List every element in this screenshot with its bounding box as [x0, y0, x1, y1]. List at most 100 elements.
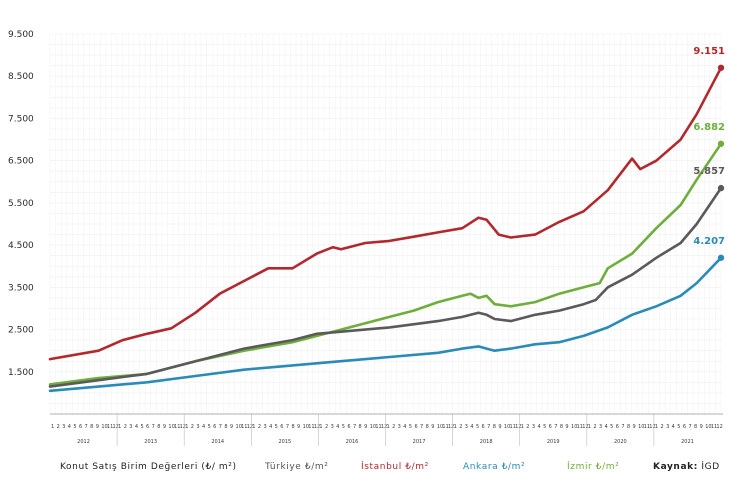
month-tick-label: 6 [549, 424, 552, 430]
month-tick-label: 12 [113, 424, 119, 430]
month-tick-label: 5 [140, 424, 143, 430]
month-tick-label: 2 [57, 424, 60, 430]
month-tick-label: 9 [565, 424, 568, 430]
month-tick-label: 9 [163, 424, 166, 430]
month-tick-label: 5 [476, 424, 479, 430]
month-tick-label: 4 [68, 424, 71, 430]
month-tick-label: 7 [286, 424, 289, 430]
month-tick-label: 10 [168, 424, 174, 430]
source-label: Kaynak: [653, 462, 698, 472]
month-tick-label: 11 [107, 424, 113, 430]
month-tick-label: 8 [157, 424, 160, 430]
month-tick-label: 8 [291, 424, 294, 430]
month-tick-label: 1 [185, 424, 188, 430]
year-label: 2018 [480, 439, 493, 445]
month-tick-label: 11 [577, 424, 583, 430]
month-tick-label: 11 [644, 424, 650, 430]
month-tick-label: 3 [599, 424, 602, 430]
month-tick-label: 10 [437, 424, 443, 430]
month-tick-label: 6 [616, 424, 619, 430]
month-tick-label: 8 [694, 424, 697, 430]
month-tick-label: 4 [470, 424, 473, 430]
y-tick-label: 1.500 [8, 368, 34, 378]
month-tick-label: 2 [191, 424, 194, 430]
month-tick-label: 8 [426, 424, 429, 430]
month-tick-label: 2 [325, 424, 328, 430]
month-tick-label: 3 [398, 424, 401, 430]
month-tick-label: 7 [353, 424, 356, 430]
year-label: 2019 [547, 439, 560, 445]
month-tick-label: 4 [605, 424, 608, 430]
legend-item-turkiye: Türkiye ₺/m² [265, 462, 329, 472]
month-tick-label: 3 [129, 424, 132, 430]
month-tick-label: 11 [510, 424, 516, 430]
grid [49, 33, 723, 415]
month-tick-label: 9 [230, 424, 233, 430]
month-tick-label: 3 [62, 424, 65, 430]
y-tick-label: 3.500 [8, 283, 34, 293]
month-tick-label: 7 [85, 424, 88, 430]
month-tick-label: 5 [409, 424, 412, 430]
month-tick-label: 3 [465, 424, 468, 430]
month-tick-label: 8 [493, 424, 496, 430]
month-tick-label: 4 [269, 424, 272, 430]
series-end-marker-3 [717, 254, 725, 261]
month-tick-label: 6 [79, 424, 82, 430]
month-tick-label: 10 [101, 424, 107, 430]
month-tick-label: 5 [342, 424, 345, 430]
month-tick-label: 11 [308, 424, 314, 430]
month-tick-label: 1 [454, 424, 457, 430]
source-value: İGD [701, 462, 720, 472]
month-tick-label: 3 [263, 424, 266, 430]
year-label: 2015 [278, 439, 291, 445]
year-label: 2014 [211, 439, 224, 445]
month-tick-label: 6 [347, 424, 350, 430]
month-tick-label: 3 [196, 424, 199, 430]
month-tick-label: 1 [118, 424, 121, 430]
month-tick-label: 5 [208, 424, 211, 430]
month-tick-label: 1 [252, 424, 255, 430]
month-tick-label: 9 [431, 424, 434, 430]
month-tick-label: 6 [280, 424, 283, 430]
month-tick-label: 11 [174, 424, 180, 430]
legend-title: Konut Satış Birim Değerleri (₺/ m²) [60, 462, 237, 472]
month-tick-label: 8 [359, 424, 362, 430]
y-tick-label: 9.500 [8, 30, 34, 40]
month-tick-label: 2 [526, 424, 529, 430]
month-tick-label: 1 [51, 424, 54, 430]
series-end-marker-0 [717, 64, 725, 71]
month-tick-label: 9 [297, 424, 300, 430]
month-tick-label: 7 [554, 424, 557, 430]
month-tick-label: 12 [649, 424, 655, 430]
month-tick-label: 5 [73, 424, 76, 430]
month-tick-label: 12 [314, 424, 320, 430]
month-tick-label: 1 [319, 424, 322, 430]
month-tick-label: 2 [660, 424, 663, 430]
y-tick-label: 4.500 [8, 241, 34, 251]
month-tick-label: 12 [180, 424, 186, 430]
month-tick-label: 1 [387, 424, 390, 430]
month-tick-label: 7 [688, 424, 691, 430]
year-label: 2017 [413, 439, 426, 445]
legend-item-izmir: İzmir ₺/m² [567, 462, 620, 472]
month-tick-label: 7 [152, 424, 155, 430]
month-tick-label: 9 [364, 424, 367, 430]
month-tick-label: 11 [442, 424, 448, 430]
y-tick-label: 2.500 [8, 326, 34, 336]
month-tick-label: 3 [532, 424, 535, 430]
series-line-3 [48, 256, 723, 393]
month-tick-label: 4 [403, 424, 406, 430]
month-tick-label: 6 [482, 424, 485, 430]
month-tick-label: 6 [213, 424, 216, 430]
end-value-label-1: 6.882 [693, 122, 725, 133]
month-tick-label: 8 [560, 424, 563, 430]
series-line-1 [48, 142, 723, 386]
month-tick-label: 8 [627, 424, 630, 430]
month-tick-label: 7 [621, 424, 624, 430]
month-tick-label: 2 [124, 424, 127, 430]
month-tick-label: 6 [683, 424, 686, 430]
month-tick-label: 3 [331, 424, 334, 430]
month-tick-label: 2 [258, 424, 261, 430]
